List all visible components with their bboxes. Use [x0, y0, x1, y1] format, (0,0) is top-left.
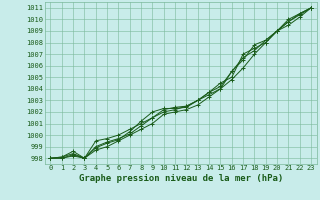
X-axis label: Graphe pression niveau de la mer (hPa): Graphe pression niveau de la mer (hPa): [79, 174, 283, 183]
